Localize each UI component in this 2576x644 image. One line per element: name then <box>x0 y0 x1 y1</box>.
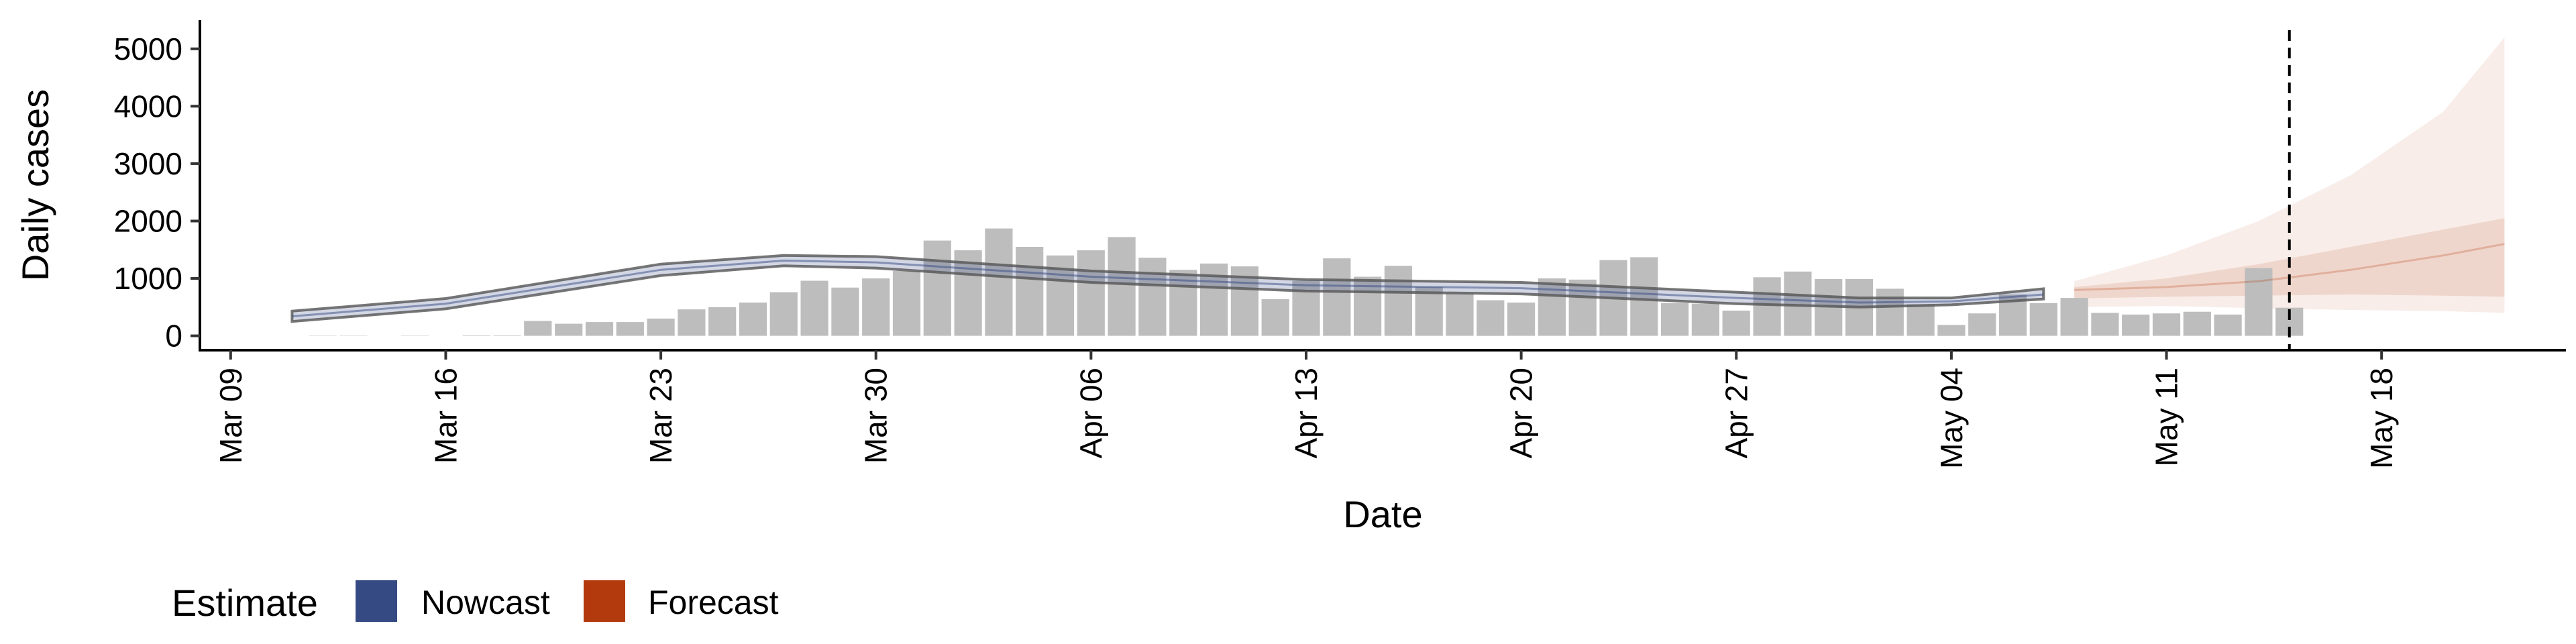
bar-2020-03-30 <box>862 278 890 336</box>
bar-2020-03-20 <box>555 323 583 336</box>
bar-2020-03-31 <box>892 270 921 336</box>
bar-2020-04-20 <box>1507 303 1536 336</box>
plot-area <box>290 30 2505 350</box>
legend-label-nowcast: Nowcast <box>421 584 550 621</box>
x-tick-label-2020-03-23: Mar 23 <box>643 368 678 464</box>
bar-2020-04-12 <box>1261 299 1289 336</box>
bar-2020-03-23 <box>647 318 675 336</box>
bar-2020-05-05 <box>1968 313 1996 336</box>
forecast-outer-band <box>2074 37 2505 313</box>
legend-title: Estimate <box>172 582 318 624</box>
legend: Estimate Nowcast Forecast <box>172 580 779 624</box>
x-tick-label-2020-05-04: May 04 <box>1934 368 1969 469</box>
x-tick-label-2020-03-30: Mar 30 <box>859 368 894 464</box>
bar-2020-04-18 <box>1446 293 1474 336</box>
bar-2020-04-16 <box>1384 266 1412 336</box>
bar-2020-04-21 <box>1538 278 1566 336</box>
bar-2020-05-12 <box>2183 311 2211 336</box>
legend-swatch-nowcast <box>356 580 397 622</box>
bar-2020-04-04 <box>1016 247 1044 336</box>
bar-2020-04-08 <box>1138 258 1167 336</box>
bar-2020-05-07 <box>2029 303 2057 336</box>
bar-2020-05-02 <box>1876 288 1904 336</box>
bar-2020-03-21 <box>585 322 614 336</box>
bar-2020-04-25 <box>1661 303 1689 336</box>
bar-2020-04-29 <box>1784 271 1812 336</box>
bar-2020-03-26 <box>739 303 767 336</box>
bar-2020-03-17 <box>462 335 490 336</box>
bar-2020-05-03 <box>1907 304 1935 336</box>
x-tick-label-2020-05-18: May 18 <box>2364 368 2399 469</box>
y-tick-label-2000: 2000 <box>114 203 182 238</box>
bar-2020-05-08 <box>2060 298 2088 336</box>
forecast-inner-band <box>2074 218 2505 299</box>
bar-2020-03-18 <box>493 335 521 336</box>
bar-2020-05-11 <box>2152 313 2181 336</box>
y-tick-label-3000: 3000 <box>114 146 182 181</box>
y-axis-title: Daily cases <box>14 89 56 281</box>
bar-2020-04-14 <box>1323 258 1351 336</box>
forecast-median-line <box>2074 243 2505 291</box>
bar-2020-04-19 <box>1477 300 1505 336</box>
bar-2020-03-28 <box>800 280 828 336</box>
nowcast-median-line <box>292 259 2044 317</box>
y-tick-label-1000: 1000 <box>114 261 182 296</box>
bar-2020-04-03 <box>985 228 1013 336</box>
y-tick-label-5000: 5000 <box>114 32 182 66</box>
bar-2020-04-27 <box>1722 311 1750 336</box>
x-tick-label-2020-04-06: Apr 06 <box>1073 368 1108 459</box>
bar-2020-05-14 <box>2245 268 2273 336</box>
y-tick-label-4000: 4000 <box>114 89 182 123</box>
x-tick-label-2020-05-11: May 11 <box>2149 368 2184 466</box>
bar-2020-03-29 <box>831 287 859 336</box>
x-axis-title: Date <box>1343 493 1422 535</box>
axes: 0 1000 2000 3000 4000 5000 Mar 09 Mar 16 Mar 23 M… <box>114 20 2566 469</box>
bar-2020-04-07 <box>1108 237 1136 336</box>
bar-2020-04-24 <box>1630 257 1658 336</box>
legend-swatch-forecast <box>584 580 625 622</box>
x-tick-label-2020-04-27: Apr 27 <box>1719 368 1754 459</box>
legend-label-forecast: Forecast <box>648 584 779 621</box>
bar-2020-04-06 <box>1077 250 1105 336</box>
bar-2020-03-22 <box>616 322 644 336</box>
bar-2020-05-09 <box>2091 313 2119 336</box>
x-tick-label-2020-03-16: Mar 16 <box>428 368 463 464</box>
bar-2020-04-22 <box>1568 279 1597 336</box>
bar-2020-04-17 <box>1415 286 1443 336</box>
bar-2020-03-24 <box>678 309 706 336</box>
y-tick-label-0: 0 <box>165 319 182 354</box>
bar-2020-05-13 <box>2214 314 2242 336</box>
x-tick-label-2020-03-09: Mar 09 <box>213 368 248 464</box>
bar-2020-03-25 <box>708 307 737 336</box>
x-tick-label-2020-04-20: Apr 20 <box>1504 368 1539 459</box>
bar-2020-04-26 <box>1691 303 1719 336</box>
bar-2020-05-10 <box>2122 314 2150 336</box>
bar-2020-04-01 <box>923 240 951 336</box>
bar-2020-03-27 <box>769 292 798 336</box>
bar-2020-05-04 <box>1937 325 1966 336</box>
nowcast-band <box>290 254 2045 323</box>
bar-2020-03-19 <box>524 321 552 336</box>
bar-2020-04-28 <box>1753 277 1781 336</box>
x-tick-label-2020-04-13: Apr 13 <box>1289 368 1324 459</box>
